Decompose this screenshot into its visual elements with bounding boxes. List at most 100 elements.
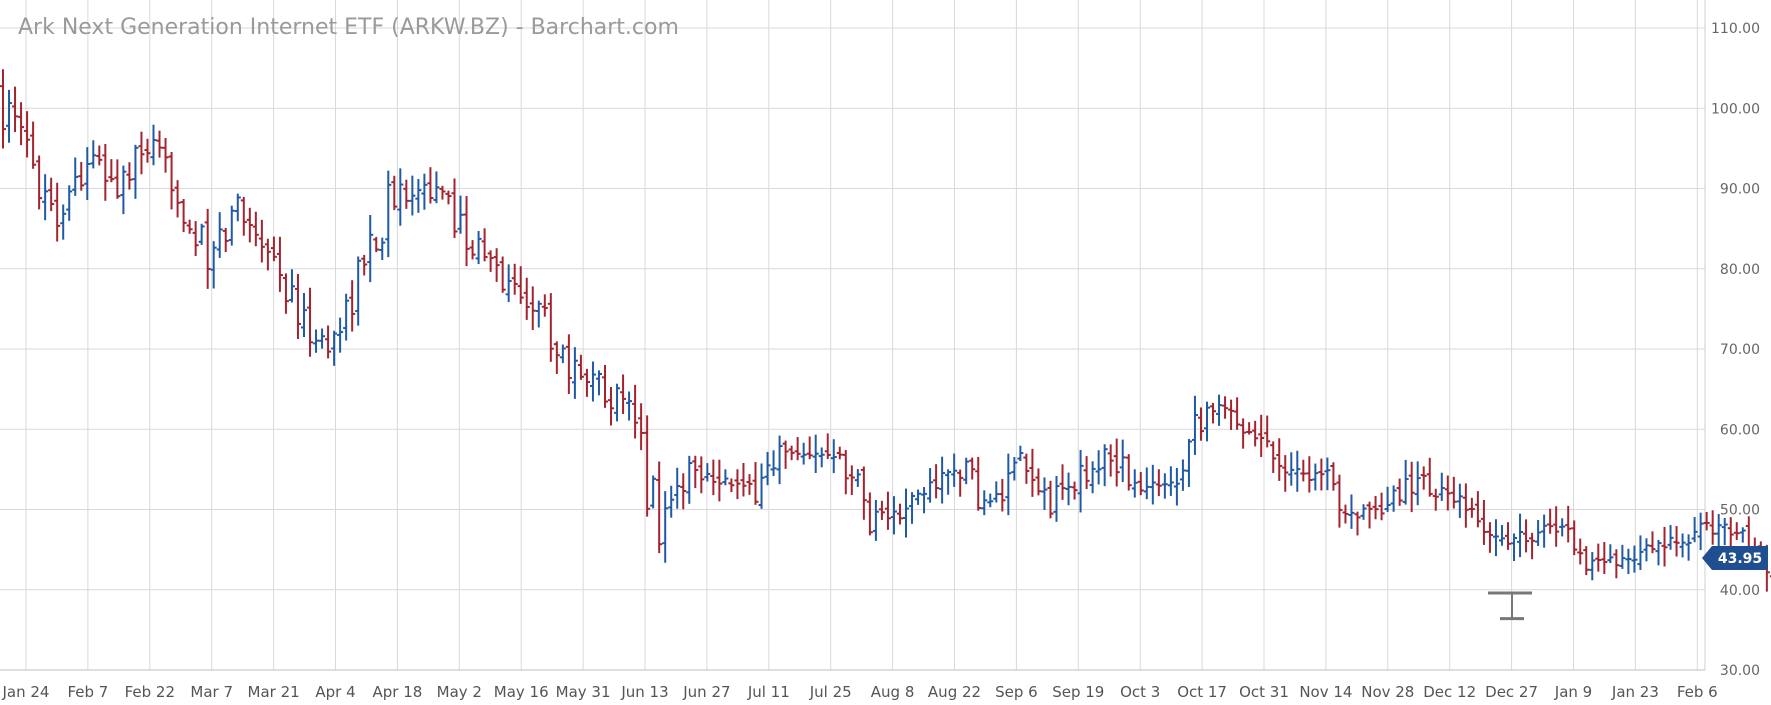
ohlc-bar (915, 489, 922, 505)
ohlc-bar (331, 330, 338, 366)
ohlc-bar (1017, 445, 1024, 462)
x-tick-label: May 2 (437, 683, 482, 701)
ohlc-bar (933, 464, 940, 499)
ohlc-bar (132, 144, 139, 199)
ohlc-bar (433, 171, 440, 204)
ohlc-bar (264, 238, 271, 271)
ohlc-bar (517, 266, 524, 304)
ohlc-bar (1480, 499, 1487, 545)
ohlc-bar (307, 287, 314, 357)
ohlc-bar (975, 456, 982, 511)
ohlc-bar (1258, 414, 1265, 457)
ohlc-bar (301, 293, 307, 338)
ohlc-bar (1541, 514, 1548, 548)
ohlc-bar (150, 124, 157, 166)
ohlc-bar (252, 211, 259, 247)
ohlc-bar (788, 445, 795, 461)
ohlc-bar (1697, 512, 1704, 551)
ohlc-bar (1637, 535, 1644, 571)
ohlc-bar (469, 240, 476, 260)
ohlc-bar (1739, 527, 1746, 543)
x-tick-label: Apr 4 (315, 683, 355, 701)
ohlc-bar (608, 387, 615, 426)
ohlc-bar (72, 157, 79, 196)
ohlc-bar (722, 469, 729, 486)
x-tick-label: Feb 22 (125, 683, 175, 701)
ohlc-bar (1059, 464, 1066, 500)
ohlc-bar (325, 325, 332, 359)
ohlc-bar (1390, 485, 1397, 512)
ohlc-bar (1065, 472, 1072, 506)
ohlc-bar (42, 174, 49, 221)
ohlc-bar (1553, 506, 1560, 547)
y-tick-label: 90.00 (1720, 182, 1760, 198)
ohlc-bar (890, 496, 897, 535)
ohlc-bar (457, 195, 464, 234)
date-axis: Jan 24 Feb 7 Feb 22 Mar 7 Mar 21 Apr 4 Apr 18 M… (2, 683, 1718, 701)
ohlc-bar (692, 455, 699, 489)
x-tick-label: Nov 14 (1299, 683, 1352, 701)
ohlc-bar (1342, 504, 1349, 524)
ohlc-bar (1360, 504, 1367, 520)
ohlc-bar (1101, 444, 1108, 487)
ohlc-bar (1011, 457, 1018, 481)
ohlc-bar (36, 155, 43, 210)
ohlc-bar (373, 236, 380, 253)
ohlc-bar (1143, 467, 1150, 500)
ohlc-bar (1023, 453, 1030, 484)
ohlc-bar (740, 462, 747, 497)
ohlc-bar (481, 228, 488, 262)
ohlc-bar (541, 294, 548, 317)
ohlc-bar (228, 205, 235, 246)
ohlc-bar (583, 368, 590, 397)
ohlc-bar (144, 138, 151, 163)
x-tick-label: Jan 24 (2, 683, 50, 701)
ohlc-bar (1167, 466, 1174, 496)
ohlc-bar (379, 237, 386, 260)
ohlc-bar (716, 459, 723, 502)
ohlc-bar (698, 456, 705, 494)
ohlc-bar (981, 490, 988, 516)
ohlc-bar (282, 273, 289, 314)
ohlc-bar (1204, 401, 1210, 442)
ohlc-bar (1486, 522, 1493, 553)
ohlc-bar (1264, 415, 1271, 448)
ohlc-bar (872, 499, 879, 541)
ohlc-bar (620, 374, 627, 415)
ohlc-bar (180, 198, 187, 233)
ohlc-bar (6, 89, 13, 143)
x-tick-label: Nov 28 (1361, 683, 1414, 701)
ohlc-bar (565, 334, 572, 395)
ohlc-bar (1595, 543, 1602, 572)
ohlc-bar (1089, 461, 1096, 494)
ohlc-bar (836, 446, 843, 460)
ohlc-bar (1631, 545, 1638, 573)
ohlc-bar (674, 467, 681, 509)
ohlc-bar (415, 179, 422, 213)
ohlc-bar (523, 277, 530, 320)
ohlc-bar (1372, 495, 1379, 520)
y-tick-label: 40.00 (1720, 583, 1760, 599)
ohlc-bar (1535, 520, 1542, 547)
ohlc-bar (1396, 478, 1403, 506)
ohlc-bar (668, 485, 675, 518)
ohlc-bar (1149, 464, 1156, 505)
ohlc-bar (1607, 544, 1614, 564)
ohlc-bar (830, 439, 837, 474)
x-tick-label: May 31 (556, 683, 611, 701)
ohlc-bar (162, 138, 169, 173)
ohlc-bar (1228, 399, 1235, 431)
ohlc-bar (421, 173, 428, 210)
ohlc-bar (1619, 544, 1626, 569)
ohlc-bar (1583, 546, 1590, 576)
ohlc-bar (90, 140, 97, 169)
ohlc-bar (493, 248, 500, 282)
ohlc-bar (987, 493, 994, 508)
ohlc-bar (222, 227, 229, 253)
ohlc-bar (1625, 548, 1632, 574)
ohlc-bar (1131, 469, 1138, 498)
ohlc-bar (1029, 448, 1036, 497)
ohlc-bar (1769, 575, 1771, 578)
ohlc-bar (1414, 461, 1421, 506)
x-tick-label: Oct 31 (1239, 683, 1289, 701)
